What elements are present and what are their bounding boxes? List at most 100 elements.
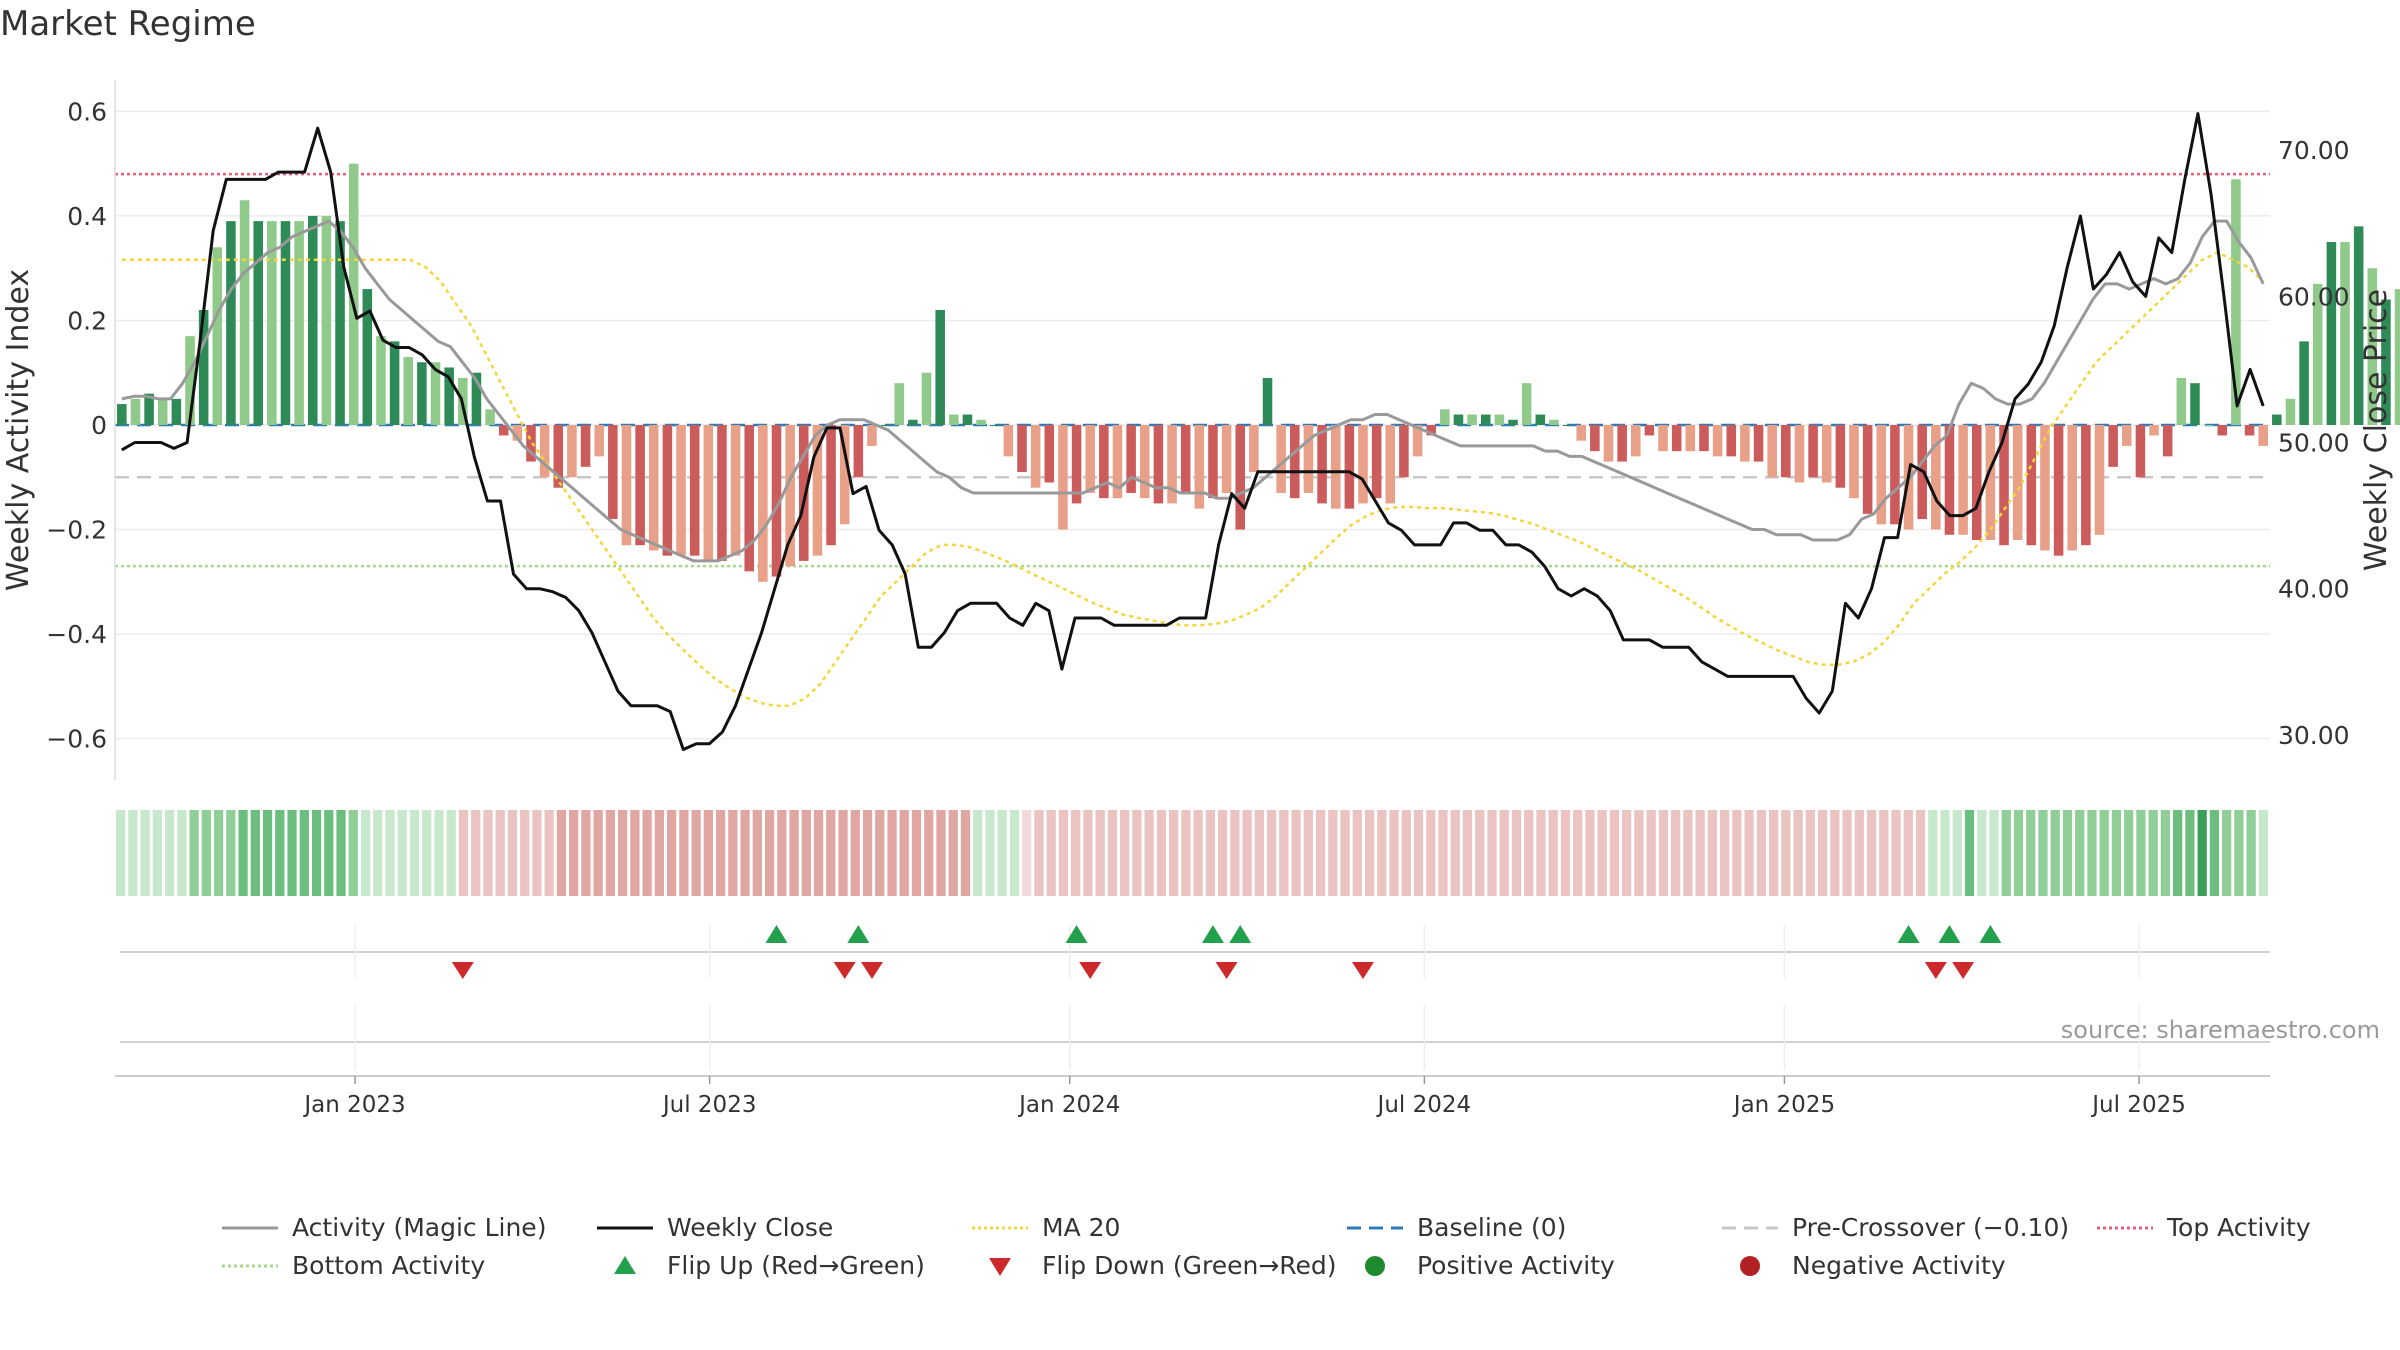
regime-cell xyxy=(2173,810,2183,896)
regime-cell xyxy=(838,810,848,896)
legend-label: Activity (Magic Line) xyxy=(292,1213,547,1242)
regime-cell xyxy=(1181,810,1191,896)
legend-label: MA 20 xyxy=(1042,1213,1121,1242)
regime-cell xyxy=(262,810,273,896)
activity-bar xyxy=(1276,425,1286,493)
regime-cell xyxy=(1193,810,1203,896)
activity-bar xyxy=(294,221,304,425)
flip-down-marker xyxy=(1952,962,1975,979)
activity-bar xyxy=(1017,425,1027,473)
x-axis: Jan 2023 Jul 2023 Jan 2024 Jul 2024 Jan 2025… xyxy=(115,1075,2270,1118)
regime-cell xyxy=(1707,810,1718,896)
regime-cell xyxy=(1144,810,1154,896)
activity-bar xyxy=(758,425,768,582)
regime-cell xyxy=(140,810,150,896)
x-tick-label: Jul 2024 xyxy=(1376,1092,1472,1118)
activity-bar xyxy=(853,425,864,478)
regime-cell xyxy=(299,810,309,896)
activity-bar xyxy=(935,310,945,425)
legend-marker-dot xyxy=(1740,1256,1760,1276)
activity-bar xyxy=(1399,425,1409,478)
y-tick-label: −0.6 xyxy=(46,725,107,754)
legend-marker-line xyxy=(222,1264,278,1268)
regime-cell xyxy=(1340,810,1350,896)
activity-bar xyxy=(226,221,236,425)
flip-down-marker xyxy=(833,962,856,979)
activity-bar xyxy=(744,425,754,572)
regime-cell xyxy=(1720,810,1730,896)
x-tick-label: Jul 2025 xyxy=(2090,1092,2186,1118)
regime-cell xyxy=(1499,810,1509,896)
regime-cell xyxy=(507,810,518,896)
activity-bar xyxy=(198,310,209,425)
activity-bar xyxy=(989,425,1000,426)
regime-cell xyxy=(1413,810,1424,896)
activity-bar xyxy=(2190,383,2200,425)
regime-cell xyxy=(1817,810,1828,896)
activity-bar xyxy=(267,221,277,425)
regime-cell xyxy=(1805,810,1815,896)
regime-cell xyxy=(911,810,922,896)
regime-cell xyxy=(1046,810,1056,896)
legend-marker-line xyxy=(222,1226,278,1230)
activity-bar xyxy=(2081,425,2091,546)
activity-bar xyxy=(1958,425,1968,535)
regime-cell xyxy=(2246,810,2256,896)
regime-cell xyxy=(691,810,701,896)
y2-tick-label: 70.00 xyxy=(2278,136,2350,165)
activity-bar xyxy=(2285,398,2296,425)
regime-cell xyxy=(1266,810,1277,896)
regime-cell xyxy=(581,810,591,896)
y2-tick-label: 60.00 xyxy=(2278,282,2350,311)
legend-item-close: Weekly Close xyxy=(595,1210,833,1246)
regime-cell xyxy=(899,810,909,896)
activity-bar xyxy=(1590,425,1600,452)
activity-bar xyxy=(1712,425,1723,457)
y-tick-label: 0.4 xyxy=(67,202,107,231)
activity-bar xyxy=(1740,425,1750,462)
activity-bar xyxy=(1167,425,1177,504)
activity-bar xyxy=(1944,425,1955,535)
activity-bar xyxy=(417,362,427,425)
legend-marker-line xyxy=(2097,1226,2153,1230)
regime-cell xyxy=(1793,810,1803,896)
activity-bar xyxy=(1835,425,1846,488)
regime-cell xyxy=(164,810,175,896)
y2-tick-label: 40.00 xyxy=(2278,575,2350,604)
activity-bar xyxy=(485,409,495,425)
y-tick-label: 0.2 xyxy=(67,306,107,335)
regime-cell xyxy=(250,810,260,896)
activity-bar xyxy=(498,425,509,436)
regime-cell xyxy=(1450,810,1460,896)
activity-bar xyxy=(1317,425,1327,504)
legend-item-pre: Pre-Crossover (−0.10) xyxy=(1720,1210,2069,1246)
ma20-line xyxy=(121,251,2265,707)
activity-bar xyxy=(2135,425,2146,478)
activity-bar xyxy=(839,425,850,525)
regime-cell xyxy=(630,810,640,896)
activity-bar xyxy=(1003,425,1014,457)
activity-bar xyxy=(335,221,345,425)
flip-down-marker xyxy=(860,962,883,979)
activity-bar xyxy=(171,398,182,425)
regime-cell xyxy=(1511,810,1522,896)
regime-cell xyxy=(862,810,873,896)
regime-cell xyxy=(1989,810,1999,896)
series-lines xyxy=(121,112,2265,751)
regime-cell xyxy=(715,810,726,896)
regime-cell xyxy=(813,810,824,896)
regime-cell xyxy=(1915,810,1926,896)
activity-bar xyxy=(567,425,577,478)
regime-cell xyxy=(532,810,542,896)
activity-bar xyxy=(976,419,986,425)
flip-markers xyxy=(120,925,2270,1070)
activity-bar xyxy=(1576,425,1586,441)
activity-bar xyxy=(703,425,714,561)
activity-bar xyxy=(1931,425,1941,530)
regime-cell xyxy=(1842,810,1852,896)
flip-down-marker xyxy=(451,962,474,979)
legend-item-top: Top Activity xyxy=(2095,1210,2311,1246)
regime-cell xyxy=(1536,810,1546,896)
y-tick-label: −0.4 xyxy=(46,620,107,649)
